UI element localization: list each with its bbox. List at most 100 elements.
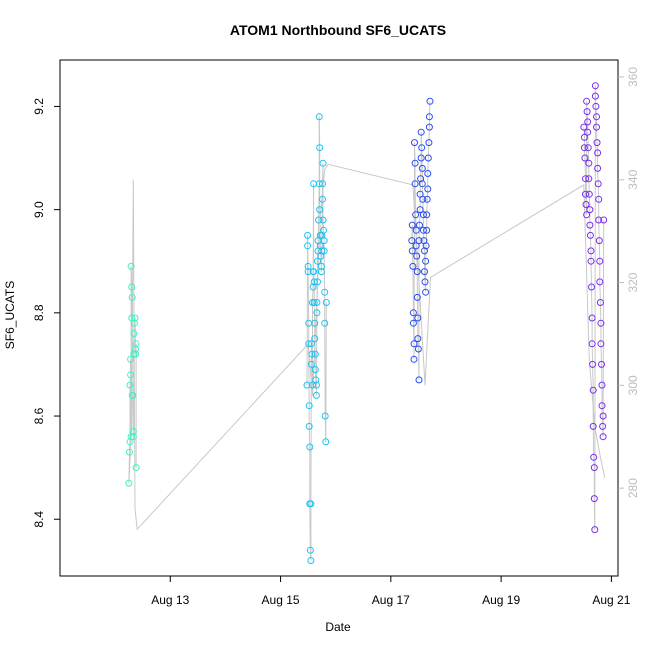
data-point <box>132 340 140 348</box>
data-point <box>598 402 606 410</box>
series-trace-segment <box>411 250 414 267</box>
series-trace-segment <box>313 271 315 282</box>
data-point <box>597 319 605 327</box>
data-point <box>418 144 426 152</box>
data-point <box>315 216 323 224</box>
data-point <box>321 319 329 327</box>
x-tick-label: Aug 17 <box>372 593 410 607</box>
series-trace-segment <box>602 219 605 417</box>
data-point <box>421 278 429 286</box>
data-point <box>596 299 604 306</box>
data-point <box>414 335 422 343</box>
data-point <box>585 159 593 167</box>
y2-tick-label: 320 <box>626 272 640 292</box>
data-point <box>308 350 316 358</box>
series-trace-segment <box>586 101 588 112</box>
series-trace-segment <box>592 364 594 391</box>
series-trace-segment <box>412 266 414 313</box>
data-point <box>596 278 604 286</box>
chart-title: ATOM1 Northbound SF6_UCATS <box>230 22 446 38</box>
data-point <box>126 438 134 446</box>
data-point <box>320 226 328 234</box>
data-point <box>595 237 603 245</box>
data-point <box>410 355 418 363</box>
data-point <box>416 221 423 229</box>
series-trace-segment <box>314 338 316 355</box>
data-point <box>582 190 589 198</box>
data-point <box>127 371 135 379</box>
y-tick-label: 8.4 <box>32 511 46 528</box>
data-point <box>130 330 138 337</box>
series-trace-segment <box>133 323 135 334</box>
data-point <box>319 195 326 203</box>
plot-area: 8.4 8.6 8.8 9.0 9.2 280 300 320 340 360 Aug 13 Aug … <box>32 59 640 607</box>
data-point <box>318 247 326 255</box>
data-point <box>600 216 608 224</box>
data-point <box>409 319 417 327</box>
data-point <box>599 422 607 430</box>
data-point <box>598 381 606 389</box>
data-point <box>309 283 317 291</box>
data-point <box>321 288 329 296</box>
series-trace-segment <box>587 132 589 148</box>
y-tick-label: 8.6 <box>32 407 46 424</box>
data-point <box>588 283 595 291</box>
data-point <box>423 211 431 219</box>
data-point <box>132 350 139 358</box>
data-point <box>589 360 597 368</box>
data-point <box>423 226 431 234</box>
data-point <box>319 159 327 167</box>
data-point <box>307 500 315 508</box>
data-point <box>580 144 588 152</box>
x-axis-label: Date <box>325 620 351 634</box>
data-point <box>595 195 603 203</box>
data-point <box>322 438 330 446</box>
data-point <box>599 412 607 420</box>
data-point <box>315 180 323 188</box>
series-trace-segment <box>428 101 431 117</box>
data-point <box>410 340 418 348</box>
plot-frame <box>59 59 619 577</box>
data-point <box>126 448 133 456</box>
data-point <box>316 206 324 214</box>
series-trace-segment <box>595 106 597 117</box>
data-point <box>321 412 329 420</box>
data-point <box>587 247 595 255</box>
data-point <box>588 340 596 348</box>
series-trace-segment <box>597 183 600 200</box>
series-trace-segment <box>597 168 599 184</box>
series-trace-segment <box>307 271 310 324</box>
series-trace-segment <box>129 441 131 453</box>
series-trace-segment <box>594 85 596 530</box>
data-point <box>126 381 134 389</box>
data-point <box>307 557 315 564</box>
data-point <box>590 453 598 461</box>
data-point <box>585 190 593 198</box>
data-point <box>584 128 592 136</box>
data-point <box>413 252 421 260</box>
series-trace-segment <box>415 245 418 257</box>
series-trace-segment <box>592 426 595 458</box>
data-point <box>132 345 139 353</box>
data-point <box>129 433 137 441</box>
data-point <box>586 206 594 214</box>
data-point <box>592 102 600 110</box>
series-trace-segment <box>589 225 591 236</box>
data-point <box>314 278 321 286</box>
data-point <box>589 386 597 394</box>
data-point <box>583 108 591 116</box>
data-point <box>417 154 425 162</box>
data-point <box>591 92 599 100</box>
series-trace-segment <box>593 457 595 468</box>
data-point <box>320 247 328 255</box>
series-trace-segment <box>424 271 426 282</box>
data-point <box>132 464 140 472</box>
data-point <box>305 402 313 410</box>
y-axis-label: SF6_UCATS <box>3 281 17 349</box>
data-point <box>313 299 321 306</box>
series-trace-segment <box>414 183 417 215</box>
series-trace-segment <box>418 225 420 241</box>
data-point <box>319 180 326 188</box>
data-point <box>125 479 133 487</box>
